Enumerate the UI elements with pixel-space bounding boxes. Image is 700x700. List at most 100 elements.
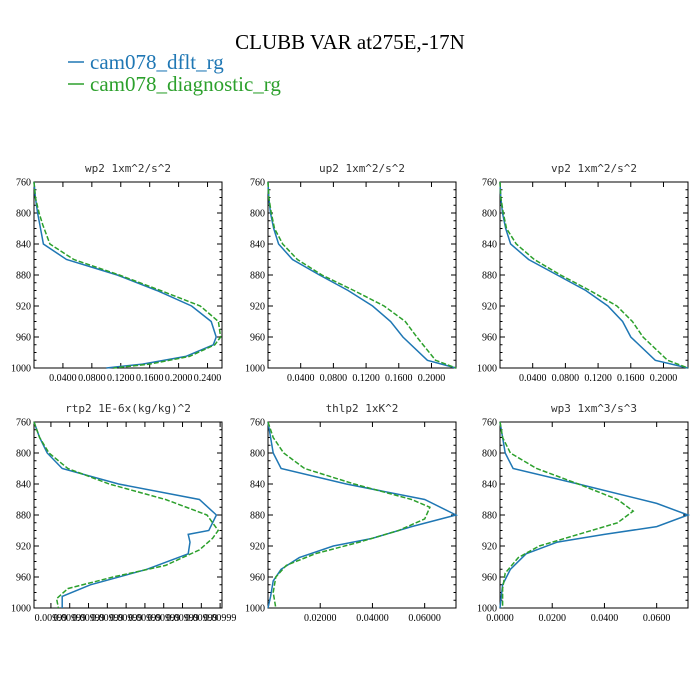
y-tick-label: 800 — [16, 209, 31, 220]
x-tick-label: 0.00999 — [72, 613, 105, 624]
y-tick-label: 800 — [482, 209, 497, 220]
y-tick-label: 800 — [482, 449, 497, 460]
x-tick-label: 0.1200 — [352, 373, 380, 384]
y-tick-label: 840 — [482, 480, 497, 491]
figure-title: CLUBB VAR at275E,-17N — [235, 30, 465, 54]
y-tick-label: 920 — [482, 542, 497, 553]
y-tick-label: 1000 — [245, 364, 265, 375]
y-tick-label: 1000 — [477, 364, 497, 375]
y-tick-label: 1000 — [11, 364, 31, 375]
x-tick-label: 0.00999 — [91, 613, 124, 624]
subplot-4: rtp2 1E-6x(kg/kg)^2 760 800 840 880 920 960 100… — [11, 402, 236, 624]
x-tick-label: 0.2000 — [418, 373, 446, 384]
series-line-diagnostic — [499, 181, 689, 369]
y-tick-label: 760 — [482, 178, 497, 189]
x-tick-label: 0.2400 — [194, 373, 222, 384]
subplot-title: vp2 1xm^2/s^2 — [551, 162, 637, 175]
x-tick-label: 0.0200 — [538, 613, 566, 624]
subplot-6: wp3 1xm^3/s^3 760 800 840 880 920 960 10000.000… — [477, 402, 691, 624]
legend: cam078_dflt_rg cam078_diagnostic_rg — [68, 50, 281, 96]
y-tick-label: 840 — [482, 240, 497, 251]
y-tick-label: 920 — [250, 302, 265, 313]
y-tick-label: 960 — [250, 333, 265, 344]
x-tick-label: 0.00999 — [185, 613, 218, 624]
x-tick-label: 0.1600 — [617, 373, 645, 384]
subplot-3: vp2 1xm^2/s^2 760 800 840 880 920 960 1000 0.040… — [477, 162, 689, 384]
y-tick-label: 800 — [250, 449, 265, 460]
y-tick-label: 760 — [16, 178, 31, 189]
y-tick-label: 840 — [250, 480, 265, 491]
y-tick-label: 760 — [482, 418, 497, 429]
x-tick-label: 0.0400 — [49, 373, 77, 384]
x-tick-label: 0.02000 — [304, 613, 337, 624]
x-tick-label: 0.00999 — [129, 613, 162, 624]
x-tick-label: 0.0400 — [287, 373, 315, 384]
series-line-diagnostic — [33, 421, 220, 609]
y-tick-label: 880 — [250, 271, 265, 282]
plot-frame — [499, 421, 689, 609]
x-tick-label: 0.1200 — [107, 373, 135, 384]
legend-label-dflt: cam078_dflt_rg — [90, 50, 224, 74]
subplot-title: wp3 1xm^3/s^3 — [551, 402, 637, 415]
x-tick-label: 0.0600 — [643, 613, 671, 624]
y-tick-label: 1000 — [11, 604, 31, 615]
x-tick-label: 0.0800 — [320, 373, 348, 384]
x-tick-label: 0.0800 — [78, 373, 106, 384]
y-tick-label: 840 — [16, 480, 31, 491]
x-tick-label: 0.00999 — [204, 613, 237, 624]
y-tick-label: 920 — [16, 542, 31, 553]
x-tick-label: 0.0000 — [486, 613, 514, 624]
series-line-dflt — [267, 421, 459, 609]
plot-frame — [33, 181, 223, 369]
x-tick-label: 0.1600 — [136, 373, 164, 384]
y-tick-label: 960 — [16, 573, 31, 584]
series-line-diagnostic — [267, 421, 431, 609]
x-tick-label: 0.0400 — [519, 373, 547, 384]
x-tick-label: 0.1200 — [584, 373, 612, 384]
y-tick-label: 960 — [482, 573, 497, 584]
plot-frame — [499, 181, 689, 369]
series-line-dflt — [33, 421, 218, 608]
subplot-1: wp2 1xm^2/s^2 760 800 840 880 920 960 1000 0.040… — [11, 162, 223, 384]
x-tick-label: 0.00999 — [166, 613, 199, 624]
series-line-dflt — [33, 181, 217, 369]
y-tick-label: 880 — [482, 511, 497, 522]
subplot-grid: wp2 1xm^2/s^2 760 800 840 880 920 960 1000 0.040… — [11, 162, 691, 624]
subplot-title: up2 1xm^2/s^2 — [319, 162, 405, 175]
subplot-title: thlp2 1xK^2 — [326, 402, 399, 415]
y-tick-label: 840 — [250, 240, 265, 251]
plot-frame — [267, 181, 457, 369]
y-tick-label: 760 — [16, 418, 31, 429]
x-tick-label: 0.0800 — [552, 373, 580, 384]
series-line-dflt — [267, 181, 457, 369]
y-tick-label: 840 — [16, 240, 31, 251]
series-line-diagnostic — [499, 421, 635, 608]
x-tick-label: 0.00999 — [110, 613, 143, 624]
subplot-title: wp2 1xm^2/s^2 — [85, 162, 171, 175]
series-line-dflt — [499, 181, 689, 369]
x-tick-label: 0.00999 — [147, 613, 180, 624]
subplot-5: thlp2 1xK^2 760 800 840 880 920 960 1000 0.02000… — [245, 402, 459, 624]
y-tick-label: 880 — [16, 271, 31, 282]
plot-frame — [267, 421, 457, 609]
subplot-2: up2 1xm^2/s^2 760 800 840 880 920 960 1000 0.040… — [245, 162, 457, 384]
y-tick-label: 960 — [250, 573, 265, 584]
y-tick-label: 960 — [482, 333, 497, 344]
y-tick-label: 880 — [250, 511, 265, 522]
x-tick-label: 0.04000 — [356, 613, 389, 624]
series-line-diagnostic — [33, 181, 222, 369]
y-tick-label: 920 — [250, 542, 265, 553]
y-tick-label: 920 — [16, 302, 31, 313]
y-tick-label: 800 — [250, 209, 265, 220]
x-tick-label: 0.0400 — [591, 613, 619, 624]
series-line-diagnostic — [267, 181, 457, 369]
x-tick-label: 0.06000 — [408, 613, 441, 624]
plot-frame — [33, 421, 223, 609]
y-tick-label: 880 — [482, 271, 497, 282]
x-tick-label: 0.1600 — [385, 373, 413, 384]
y-tick-label: 960 — [16, 333, 31, 344]
y-tick-label: 1000 — [477, 604, 497, 615]
y-tick-label: 920 — [482, 302, 497, 313]
series-line-dflt — [499, 421, 691, 609]
